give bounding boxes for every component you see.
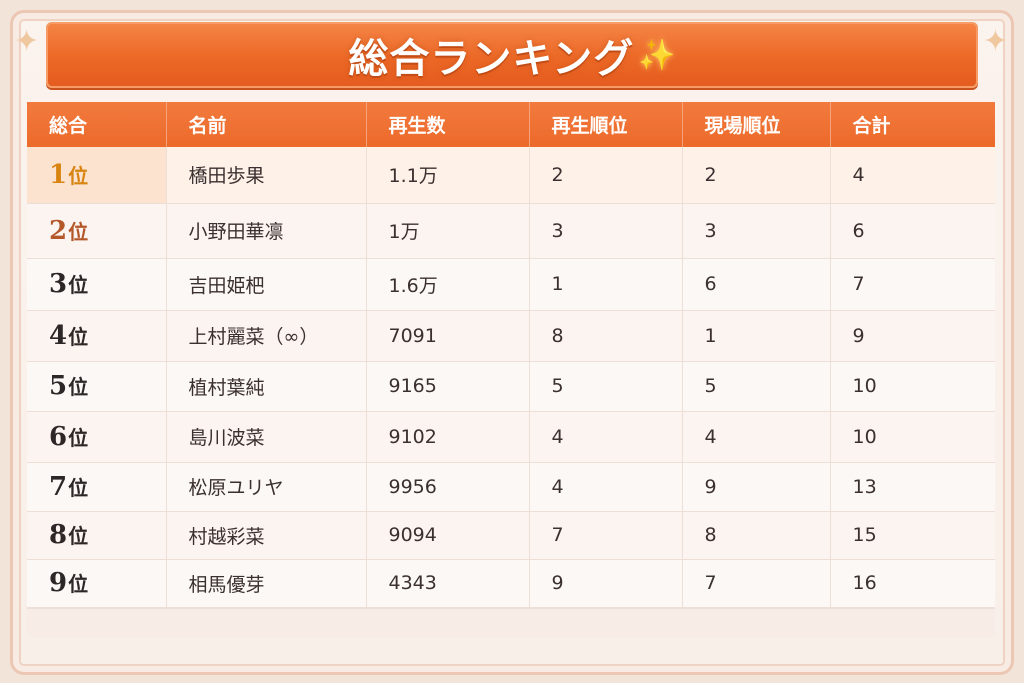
column-header-name: 名前: [166, 102, 367, 147]
site-rank-cell: 9: [682, 462, 831, 512]
rank-suffix: 位: [68, 273, 89, 297]
title-banner: 総合ランキング ✨: [46, 22, 978, 88]
plays-cell: 1万: [366, 203, 530, 259]
play-rank-cell: 8: [529, 310, 683, 362]
rank-cell: 2位: [27, 203, 167, 259]
total-cell: 13: [830, 462, 995, 512]
rank-number: 6: [49, 421, 68, 452]
play-rank-cell: 2: [529, 147, 683, 204]
rank-suffix: 位: [68, 572, 89, 596]
rank-suffix: 位: [68, 425, 89, 450]
plays-cell: 9956: [366, 462, 530, 512]
table-row: 5位 植村葉純 9165 5 5 10: [27, 361, 995, 412]
total-cell: 15: [830, 511, 995, 560]
play-rank-cell: 1: [529, 258, 683, 311]
rank-cell: 9位: [27, 559, 167, 608]
play-rank-cell: 4: [529, 411, 683, 463]
name-cell: 小野田華凛: [166, 203, 367, 259]
name-cell: 島川波菜: [166, 411, 367, 463]
rank-suffix: 位: [68, 163, 89, 188]
rank-number: 5: [49, 371, 68, 401]
table-footer: [27, 607, 995, 637]
rank-number: 4: [49, 320, 68, 351]
table-row: 9位 相馬優芽 4343 9 7 16: [27, 559, 995, 608]
total-cell: 9: [830, 310, 995, 362]
table-row: 2位 小野田華凛 1万 3 3 6: [27, 203, 995, 259]
sparkle-icon: ✨: [638, 37, 676, 73]
rank-cell: 3位: [27, 258, 167, 311]
rank-suffix: 位: [68, 219, 89, 244]
ranking-table: 総合 名前 再生数 再生順位 現場順位 合計 1位 橋田歩果 1.1万 2 2 4 2位 小野…: [27, 102, 995, 608]
play-rank-cell: 4: [529, 462, 683, 512]
table-row: 3位 吉田姫杷 1.6万 1 6 7: [27, 258, 995, 311]
rank-number: 2: [49, 215, 68, 246]
site-rank-cell: 1: [682, 310, 831, 362]
site-rank-cell: 4: [682, 411, 831, 463]
name-cell: 村越彩菜: [166, 511, 367, 560]
rank-cell: 4位: [27, 310, 167, 362]
column-header-plays: 再生数: [366, 102, 530, 147]
rank-cell: 7位: [27, 462, 167, 512]
table-header-row: 総合 名前 再生数 再生順位 現場順位 合計: [27, 102, 995, 147]
play-rank-cell: 7: [529, 511, 683, 560]
rank-cell: 1位: [27, 147, 167, 204]
plays-cell: 1.1万: [366, 147, 530, 204]
ranking-table-container: 総合 名前 再生数 再生順位 現場順位 合計 1位 橋田歩果 1.1万 2 2 4 2位 小野…: [27, 102, 995, 637]
page-title: 総合ランキング: [348, 36, 635, 82]
plays-cell: 9165: [366, 361, 530, 412]
play-rank-cell: 5: [529, 361, 683, 412]
total-cell: 6: [830, 203, 995, 259]
site-rank-cell: 5: [682, 361, 831, 412]
name-cell: 松原ユリヤ: [166, 462, 367, 512]
column-header-total: 合計: [830, 102, 995, 147]
total-cell: 10: [830, 411, 995, 463]
rank-cell: 5位: [27, 361, 167, 412]
rank-number: 7: [49, 471, 68, 502]
plays-cell: 9102: [366, 411, 530, 463]
table-row: 1位 橋田歩果 1.1万 2 2 4: [27, 147, 995, 204]
table-row: 7位 松原ユリヤ 9956 4 9 13: [27, 462, 995, 512]
table-row: 8位 村越彩菜 9094 7 8 15: [27, 511, 995, 560]
site-rank-cell: 2: [682, 147, 831, 204]
rank-suffix: 位: [68, 475, 89, 500]
plays-cell: 1.6万: [366, 258, 530, 311]
rank-number: 1: [49, 159, 68, 190]
rank-suffix: 位: [68, 324, 89, 349]
name-cell: 吉田姫杷: [166, 258, 367, 311]
total-cell: 7: [830, 258, 995, 311]
play-rank-cell: 9: [529, 559, 683, 608]
rank-number: 9: [49, 568, 68, 598]
plays-cell: 9094: [366, 511, 530, 560]
table-row: 6位 島川波菜 9102 4 4 10: [27, 411, 995, 463]
total-cell: 10: [830, 361, 995, 412]
column-header-overall: 総合: [27, 102, 167, 147]
site-rank-cell: 6: [682, 258, 831, 311]
total-cell: 4: [830, 147, 995, 204]
rank-number: 8: [49, 520, 68, 550]
table-row: 4位 上村麗菜（∞） 7091 8 1 9: [27, 310, 995, 362]
total-cell: 16: [830, 559, 995, 608]
column-header-site-rank: 現場順位: [682, 102, 831, 147]
site-rank-cell: 3: [682, 203, 831, 259]
plays-cell: 4343: [366, 559, 530, 608]
play-rank-cell: 3: [529, 203, 683, 259]
rank-cell: 8位: [27, 511, 167, 560]
site-rank-cell: 8: [682, 511, 831, 560]
name-cell: 上村麗菜（∞）: [166, 310, 367, 362]
sparkle-icon: ✦: [982, 24, 1008, 59]
name-cell: 橋田歩果: [166, 147, 367, 204]
name-cell: 植村葉純: [166, 361, 367, 412]
rank-suffix: 位: [68, 375, 89, 399]
name-cell: 相馬優芽: [166, 559, 367, 608]
rank-suffix: 位: [68, 524, 89, 548]
rank-cell: 6位: [27, 411, 167, 463]
plays-cell: 7091: [366, 310, 530, 362]
rank-number: 3: [49, 269, 68, 299]
column-header-play-rank: 再生順位: [529, 102, 683, 147]
sparkle-icon: ✦: [14, 24, 40, 59]
site-rank-cell: 7: [682, 559, 831, 608]
